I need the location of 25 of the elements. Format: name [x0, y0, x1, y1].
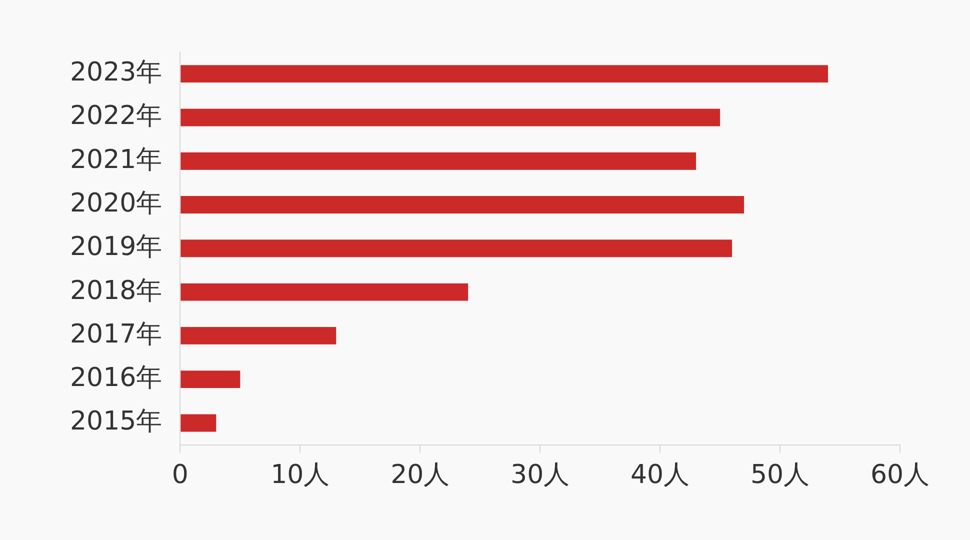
y-tick-label: 2020年: [70, 188, 162, 219]
bar: [180, 326, 336, 344]
x-tick-label: 30人: [510, 460, 570, 490]
bar: [180, 283, 468, 301]
y-tick-label: 2017年: [70, 319, 162, 350]
y-tick-label: 2016年: [70, 363, 162, 394]
y-tick-label: 2021年: [70, 144, 162, 175]
x-tick-label: 10人: [270, 460, 330, 490]
y-tick-label: 2022年: [70, 101, 162, 132]
x-tick-label: 20人: [390, 460, 450, 490]
y-tick-label: 2018年: [70, 276, 162, 306]
x-tick-label: 60人: [870, 460, 930, 490]
x-tick-label: 50人: [750, 460, 810, 490]
bar: [180, 108, 720, 126]
y-tick-label: 2023年: [70, 58, 162, 88]
bar: [180, 370, 240, 388]
y-tick-label: 2019年: [70, 232, 162, 262]
bar: [180, 65, 828, 83]
y-tick-label: 2015年: [70, 406, 162, 437]
x-tick-label: 0: [172, 460, 188, 490]
bar: [180, 152, 696, 170]
bar: [180, 414, 216, 432]
bar: [180, 240, 732, 258]
x-tick-label: 40人: [630, 460, 690, 490]
bar: [180, 196, 744, 214]
